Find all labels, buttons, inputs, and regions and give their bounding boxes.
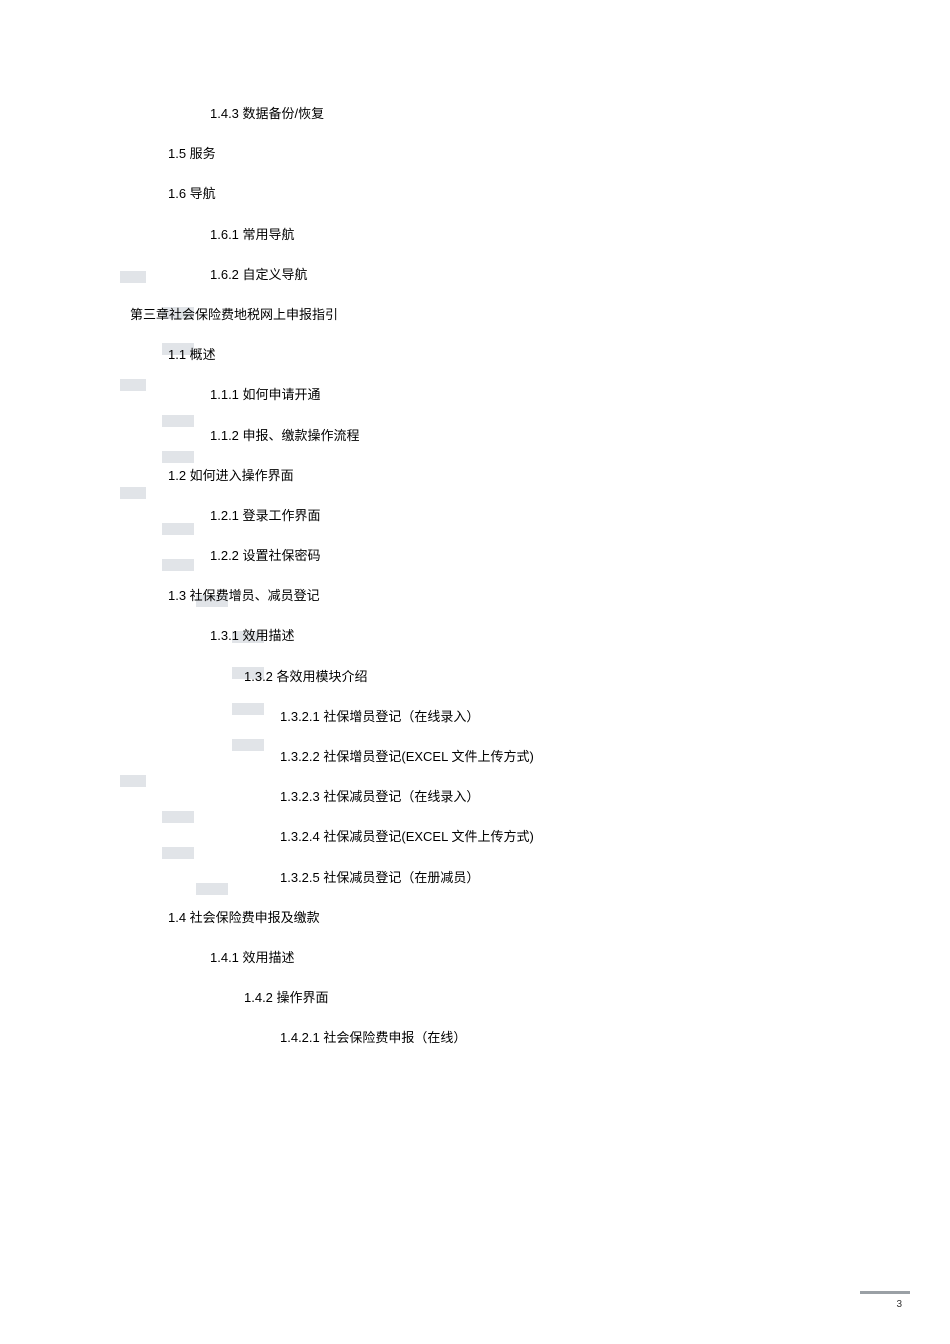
toc-entry: 1.3 社保费增员、减员登记 bbox=[168, 587, 950, 605]
toc-entry: 1.6.2 自定义导航 bbox=[210, 266, 950, 284]
toc-entry: 1.2 如何进入操作界面 bbox=[168, 467, 950, 485]
toc-entry: 1.5 服务 bbox=[168, 145, 950, 163]
toc-entry: 1.3.2.5 社保减员登记（在册减员） bbox=[280, 869, 950, 887]
page-number-bar bbox=[860, 1291, 910, 1294]
toc-entry: 1.3.2.1 社保增员登记（在线录入） bbox=[280, 708, 950, 726]
toc-entry: 1.4.3 数据备份/恢复 bbox=[210, 105, 950, 123]
toc-entry: 1.2.2 设置社保密码 bbox=[210, 547, 950, 565]
toc-entry: 1.6 导航 bbox=[168, 185, 950, 203]
toc-entry: 第三章社会保险费地税网上申报指引 bbox=[130, 306, 950, 324]
toc-entry: 1.4.1 效用描述 bbox=[210, 949, 950, 967]
document-page: 1.4.3 数据备份/恢复 1.5 服务 1.6 导航 1.6.1 常用导航 1… bbox=[0, 0, 950, 1344]
toc-entry: 1.2.1 登录工作界面 bbox=[210, 507, 950, 525]
toc-entry: 1.4.2 操作界面 bbox=[244, 989, 950, 1007]
toc-entry: 1.3.2.3 社保减员登记（在线录入） bbox=[280, 788, 950, 806]
toc-entry: 1.6.1 常用导航 bbox=[210, 226, 950, 244]
toc-entry: 1.1.2 申报、缴款操作流程 bbox=[210, 427, 950, 445]
toc-entry: 1.4.2.1 社会保险费申报（在线） bbox=[280, 1029, 950, 1047]
page-number: 3 bbox=[896, 1299, 902, 1310]
toc-entry: 1.3.2.2 社保增员登记(EXCEL 文件上传方式) bbox=[280, 748, 950, 766]
toc-entry: 1.1 概述 bbox=[168, 346, 950, 364]
toc-entry: 1.3.2.4 社保减员登记(EXCEL 文件上传方式) bbox=[280, 828, 950, 846]
toc-entry: 1.3.1 效用描述 bbox=[210, 627, 950, 645]
table-of-contents: 1.4.3 数据备份/恢复 1.5 服务 1.6 导航 1.6.1 常用导航 1… bbox=[0, 105, 950, 1048]
toc-entry: 1.4 社会保险费申报及缴款 bbox=[168, 909, 950, 927]
toc-entry: 1.1.1 如何申请开通 bbox=[210, 386, 950, 404]
toc-entry: 1.3.2 各效用模块介绍 bbox=[244, 668, 950, 686]
